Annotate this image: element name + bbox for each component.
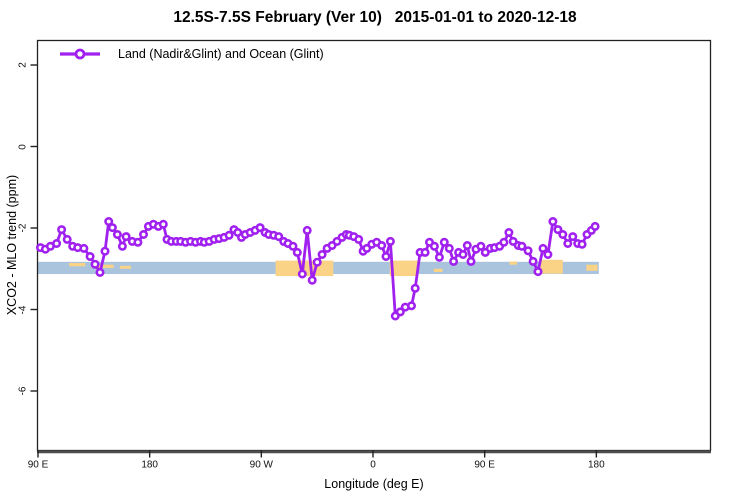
data-point-marker bbox=[158, 219, 168, 229]
orange-band-segment bbox=[540, 259, 563, 274]
data-point-marker bbox=[458, 250, 468, 260]
data-point-marker bbox=[302, 225, 312, 235]
data-point-marker bbox=[504, 228, 514, 238]
chart-legend: Land (Nadir&Glint) and Ocean (Glint) bbox=[58, 46, 324, 62]
data-point-marker bbox=[133, 237, 143, 247]
data-point-marker bbox=[563, 239, 573, 249]
data-point-marker bbox=[528, 256, 538, 266]
data-point-marker bbox=[354, 234, 364, 244]
data-point-marker bbox=[317, 250, 327, 260]
data-point-marker bbox=[499, 237, 509, 247]
data-point-marker bbox=[297, 269, 307, 279]
data-point-marker bbox=[90, 259, 100, 269]
data-point-marker bbox=[107, 223, 117, 233]
y-tick-label: -4 bbox=[17, 305, 29, 314]
data-point-marker bbox=[288, 241, 298, 251]
data-point-marker bbox=[476, 241, 486, 251]
x-tick-label: 180 bbox=[587, 459, 605, 470]
data-point-marker bbox=[395, 307, 405, 317]
data-point-marker bbox=[466, 256, 476, 266]
data-point-marker bbox=[381, 252, 391, 262]
data-point-marker bbox=[255, 223, 265, 233]
data-point-marker bbox=[224, 230, 234, 240]
data-point-marker bbox=[429, 241, 439, 251]
data-point-marker bbox=[517, 241, 527, 251]
data-point-marker bbox=[410, 283, 420, 293]
data-point-marker bbox=[112, 230, 122, 240]
orange-band-segment bbox=[389, 260, 418, 277]
data-point-marker bbox=[312, 257, 322, 267]
data-point-marker bbox=[104, 217, 114, 227]
y-tick-label: 2 bbox=[17, 62, 29, 68]
orange-band-segment bbox=[509, 261, 517, 265]
data-point-marker bbox=[385, 236, 395, 246]
orange-band-segment bbox=[586, 264, 598, 271]
data-point-marker bbox=[538, 243, 548, 253]
legend-line-marker-icon bbox=[60, 48, 100, 60]
data-point-marker bbox=[139, 230, 149, 240]
x-tick-label: 90 W bbox=[249, 459, 273, 470]
y-tick-label: 0 bbox=[17, 143, 29, 150]
data-point-marker bbox=[523, 246, 533, 256]
x-axis-label: Longitude (deg E) bbox=[324, 477, 424, 491]
data-point-marker bbox=[57, 225, 67, 235]
data-point-marker bbox=[274, 232, 284, 242]
data-point-marker bbox=[568, 232, 578, 242]
data-point-marker bbox=[307, 275, 317, 285]
data-point-marker bbox=[434, 252, 444, 262]
data-point-marker bbox=[553, 225, 563, 235]
data-point-marker bbox=[121, 232, 131, 242]
data-point-marker bbox=[462, 241, 472, 251]
orange-band-segment bbox=[69, 263, 86, 267]
data-point-marker bbox=[79, 243, 89, 253]
data-point-marker bbox=[117, 241, 127, 251]
data-point-marker bbox=[377, 241, 387, 251]
chart-title: 12.5S-7.5S February (Ver 10) 2015-01-01 … bbox=[173, 9, 577, 26]
data-point-marker bbox=[406, 301, 416, 311]
data-point-marker bbox=[100, 246, 110, 256]
data-point-marker bbox=[52, 239, 62, 249]
y-tick-label: -2 bbox=[17, 223, 29, 233]
data-point-marker bbox=[85, 252, 95, 262]
data-point-marker bbox=[95, 267, 105, 277]
data-point-marker bbox=[420, 247, 430, 257]
data-point-marker bbox=[533, 267, 543, 277]
data-point-marker bbox=[449, 256, 459, 266]
data-point-marker bbox=[444, 243, 454, 253]
x-tick-label: 90 E bbox=[474, 459, 495, 470]
legend-label: Land (Nadir&Glint) and Ocean (Glint) bbox=[118, 47, 324, 61]
data-point-marker bbox=[548, 217, 558, 227]
x-tick-label: 180 bbox=[141, 459, 158, 470]
legend-circle-marker bbox=[74, 48, 86, 60]
y-tick-label: -6 bbox=[17, 386, 29, 396]
data-point-marker bbox=[577, 239, 587, 249]
x-tick-label: 0 bbox=[370, 459, 376, 470]
data-point-marker bbox=[558, 230, 568, 240]
data-point-marker bbox=[62, 234, 72, 244]
orange-band-segment bbox=[433, 268, 443, 273]
orange-band-segment bbox=[119, 265, 132, 269]
data-point-marker bbox=[543, 250, 553, 260]
data-point-marker bbox=[590, 221, 600, 231]
data-point-marker bbox=[292, 247, 302, 257]
data-point-marker bbox=[439, 237, 449, 247]
x-tick-label: 90 E bbox=[27, 459, 49, 470]
